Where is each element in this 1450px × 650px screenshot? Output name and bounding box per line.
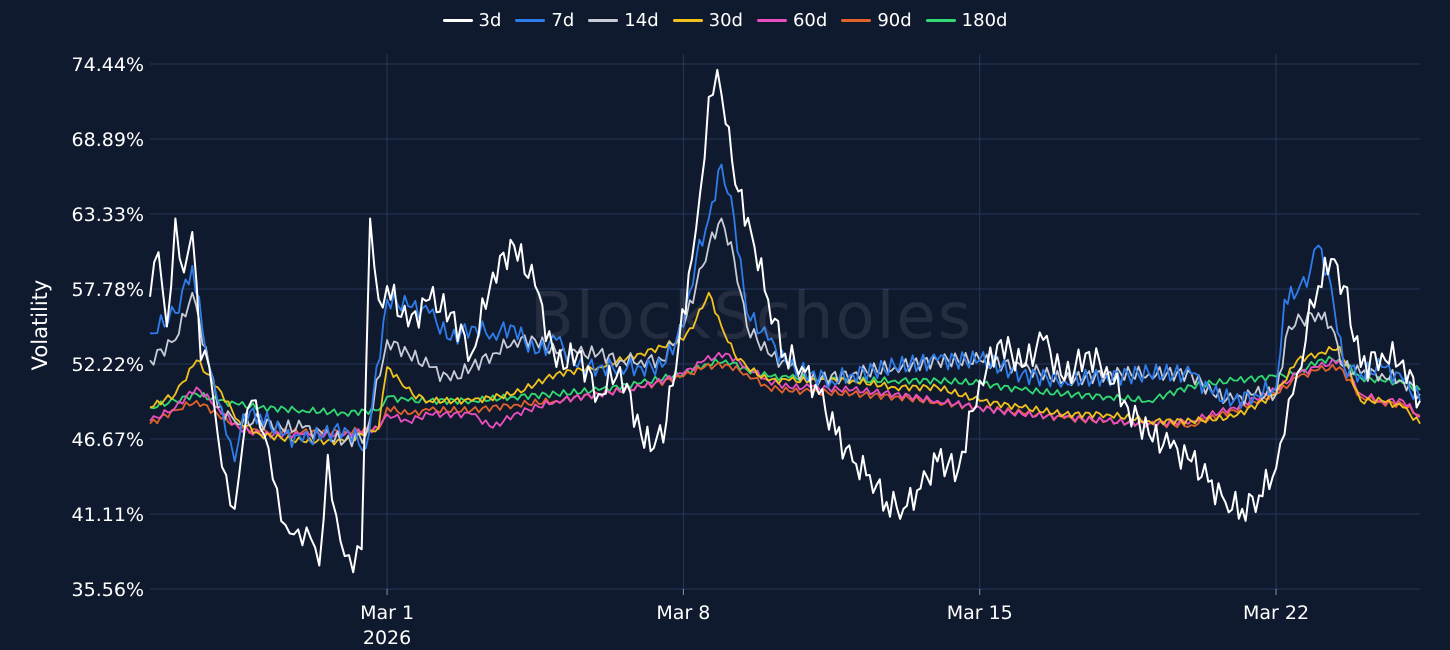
legend-label: 14d [624,9,659,31]
legend-swatch [515,18,546,22]
legend-swatch [925,18,956,22]
watermark: BlockScholes [530,280,974,354]
y-axis-ticks: 74.44% 68.89% 63.33% 57.78% 52.22% 46.67% 41.1… [72,54,144,601]
legend-label: 60d [792,9,828,31]
y-tick-label: 41.11% [72,504,144,526]
legend-item-90d[interactable]: 90d [841,9,912,31]
series-line-7d [149,163,1421,463]
legend-swatch [442,18,473,22]
y-tick-label: 63.33% [72,204,144,226]
legend-swatch [672,18,703,22]
legend-item-7d[interactable]: 7d [515,10,574,31]
y-tick-label: 57.78% [72,279,144,301]
legend-label: 90d [877,9,912,31]
y-tick-label: 35.56% [72,579,144,601]
legend-label: 180d [961,9,1008,31]
series-line-90d [149,361,1421,437]
legend-swatch [841,18,872,22]
legend-item-60d[interactable]: 60d [756,9,828,31]
series-line-30d [149,291,1421,446]
legend-item-180d[interactable]: 180d [925,9,1008,31]
legend-label: 7d [551,9,575,31]
y-tick-label: 46.67% [72,429,144,451]
y-tick-label: 68.89% [72,129,144,151]
series-line-3d [149,68,1421,574]
y-axis-label: Volatility [28,279,52,371]
series-line-180d [149,355,1421,417]
legend-label: 30d [708,9,743,31]
x-tick-sublabel: 2026 [363,627,411,649]
y-tick-label: 52.22% [72,354,144,376]
legend-item-14d[interactable]: 14d [588,9,659,31]
x-tick-label: Mar 22 [1243,602,1309,624]
legend-swatch [588,18,619,22]
x-tick-label: Mar 8 [656,602,710,624]
legend: 3d 7d 14d 30d 60d 90d 180d [0,6,1450,34]
legend-swatch [756,18,787,22]
y-tick-label: 74.44% [72,54,144,76]
x-axis-ticks: Mar 1 2026 Mar 8 Mar 15 Mar 22 [360,589,1309,649]
x-tick-label: Mar 1 [360,602,414,624]
series-lines [149,68,1421,574]
legend-item-30d[interactable]: 30d [672,9,743,31]
x-tick-label: Mar 15 [947,602,1013,624]
legend-item-3d[interactable]: 3d [442,9,502,31]
legend-label: 3d [478,9,502,31]
